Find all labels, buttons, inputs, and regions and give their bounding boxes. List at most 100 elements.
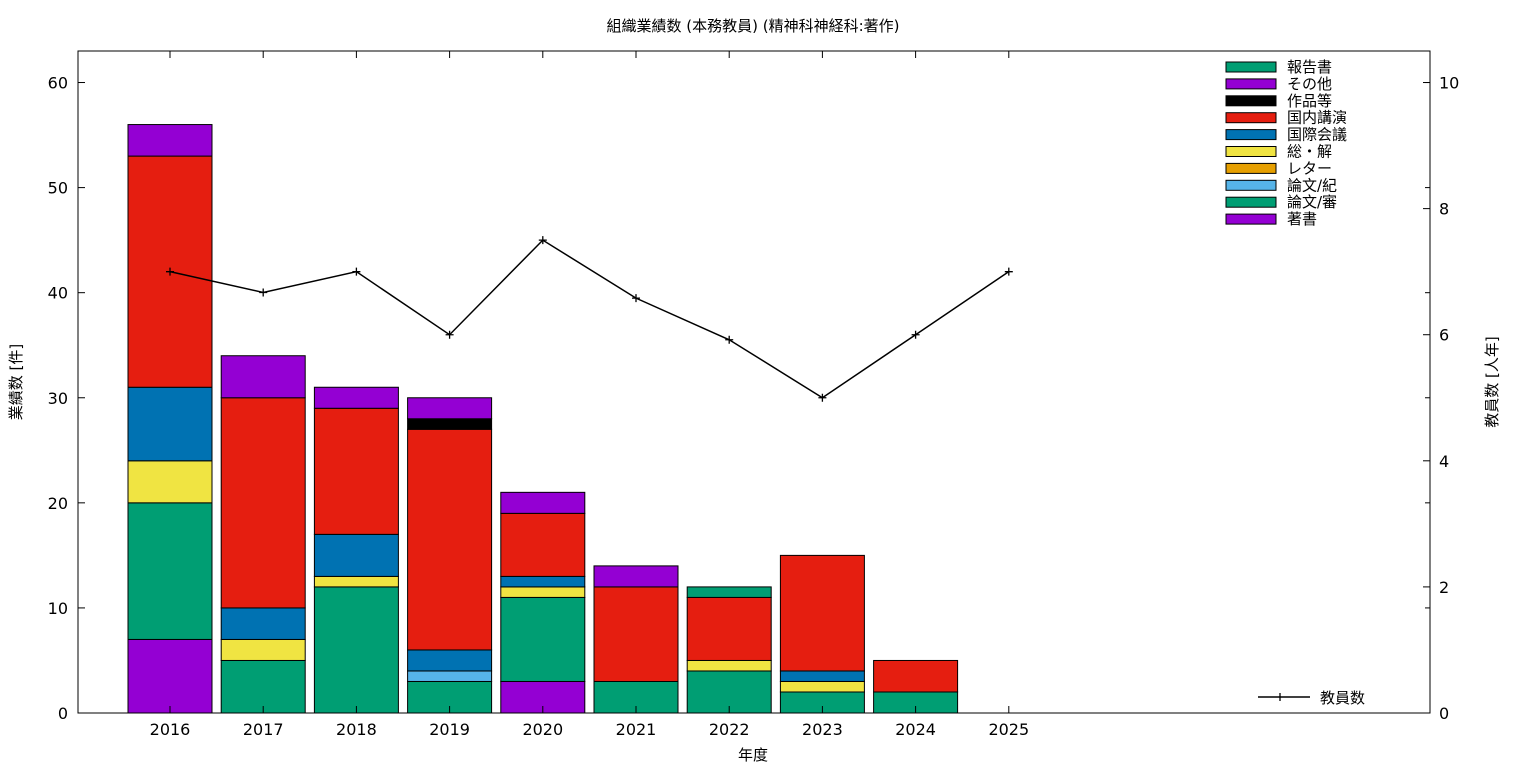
bar-segment-2017-6 xyxy=(220,397,306,609)
bar-segment-2023-5 xyxy=(779,670,865,682)
bar-segment-2021-8 xyxy=(593,565,679,588)
y2-tick-label-4: 4 xyxy=(1439,452,1449,471)
bar-segment-2020-6 xyxy=(500,512,586,577)
faculty-count-point-2020 xyxy=(538,236,547,245)
bar-segment-2020-5 xyxy=(500,575,586,588)
bar-segment-2017-1 xyxy=(220,659,306,714)
bar-segment-2019-7 xyxy=(407,418,493,430)
x-tick-label-2016: 2016 xyxy=(150,720,191,739)
bar-segment-2017-8 xyxy=(220,355,306,399)
bar-segment-2019-8 xyxy=(407,397,493,420)
y2-axis-label: 教員数 [人年] xyxy=(1483,336,1501,427)
bar-segment-2019-2 xyxy=(407,670,493,682)
legend-label-3: レター xyxy=(1287,159,1332,177)
bar-segment-2016-5 xyxy=(127,386,213,462)
bar-segment-2018-5 xyxy=(313,533,399,577)
bar-segment-2024-6 xyxy=(873,659,959,693)
x-tick-label-2023: 2023 xyxy=(802,720,843,739)
x-tick-label-2022: 2022 xyxy=(709,720,750,739)
bar-segment-2020-1 xyxy=(500,596,586,682)
legend-label-9: 報告書 xyxy=(1287,58,1332,76)
legend-swatch-0 xyxy=(1225,213,1277,225)
y2-axis: 0 2 4 6 8 10 xyxy=(1423,74,1459,723)
faculty-count-point-2023 xyxy=(818,393,827,402)
bar-segment-2019-5 xyxy=(407,649,493,672)
faculty-count-point-2017 xyxy=(259,288,268,297)
faculty-count-point-2021 xyxy=(632,294,640,303)
legend-label-7: 作品等 xyxy=(1287,92,1332,110)
y-tick-label-40: 40 xyxy=(48,284,68,303)
faculty-count-point-2024 xyxy=(911,330,920,339)
x-tick-label-2018: 2018 xyxy=(336,720,377,739)
plot-frame xyxy=(77,50,1431,714)
y-axis: 0 10 20 30 40 50 60 xyxy=(48,74,1430,723)
bar-segment-2018-1 xyxy=(313,586,399,714)
x-tick-label-2024: 2024 xyxy=(895,720,936,739)
x-tick-label-2020: 2020 xyxy=(522,720,563,739)
chart-title: 組織業績数 (本務教員) (精神科神経科:著作) xyxy=(607,17,900,35)
bar-segment-2021-6 xyxy=(593,586,679,682)
bar-segment-2020-4 xyxy=(500,586,586,598)
y2-tick-label-6: 6 xyxy=(1439,326,1449,345)
y2-tick-label-8: 8 xyxy=(1439,200,1449,219)
legend-swatch-9 xyxy=(1225,61,1277,73)
faculty-count-line xyxy=(169,239,1010,399)
y2-tick-label-0: 0 xyxy=(1439,704,1449,723)
bar-segment-2020-8 xyxy=(500,491,586,514)
bar-segment-2016-0 xyxy=(127,638,213,714)
bar-segment-2022-9 xyxy=(686,586,772,598)
y-tick-label-60: 60 xyxy=(48,74,68,93)
legend-label-5: 国際会議 xyxy=(1287,126,1347,144)
legend-label-0: 著書 xyxy=(1287,210,1317,228)
legend-label-4: 総・解 xyxy=(1287,143,1332,161)
x-axis-label: 年度 xyxy=(738,746,768,764)
line-legend: 教員数 xyxy=(1258,689,1365,707)
legend-swatch-2 xyxy=(1225,179,1277,191)
bar-segment-2016-4 xyxy=(127,460,213,504)
faculty-count-point-2016 xyxy=(166,267,174,276)
bar-segment-2018-4 xyxy=(313,575,399,588)
y-tick-label-0: 0 xyxy=(58,704,68,723)
bar-segment-2022-6 xyxy=(686,596,772,661)
bar-segment-2023-4 xyxy=(779,680,865,693)
legend-swatch-4 xyxy=(1225,146,1277,157)
bar-segment-2016-8 xyxy=(127,124,213,157)
legend-swatch-5 xyxy=(1225,129,1277,141)
line-legend-label: 教員数 xyxy=(1320,689,1365,707)
x-tick-label-2019: 2019 xyxy=(429,720,470,739)
x-tick-label-2025: 2025 xyxy=(988,720,1029,739)
bar-segment-2022-4 xyxy=(686,659,772,672)
line-layer xyxy=(166,236,1013,402)
y2-tick-label-2: 2 xyxy=(1439,578,1449,597)
x-tick-label-2017: 2017 xyxy=(243,720,284,739)
faculty-count-point-2019 xyxy=(445,330,454,339)
bar-segment-2019-6 xyxy=(407,428,493,651)
bar-segment-2018-8 xyxy=(313,386,399,409)
y-tick-label-30: 30 xyxy=(48,389,68,408)
y-tick-label-50: 50 xyxy=(48,179,68,198)
bar-segment-2017-4 xyxy=(220,638,306,661)
faculty-count-point-2022 xyxy=(725,335,734,344)
legend-swatch-3 xyxy=(1225,162,1277,174)
x-axis: 2016 2017 2018 2019 2020 2021 2022 2023 2024 2025 xyxy=(150,51,1029,739)
faculty-count-point-2025 xyxy=(1004,267,1013,276)
legend-label-8: その他 xyxy=(1287,75,1332,93)
legend-swatch-1 xyxy=(1225,196,1277,208)
legend-swatch-8 xyxy=(1225,78,1277,90)
legend-label-1: 論文/審 xyxy=(1287,193,1337,211)
x-tick-label-2021: 2021 xyxy=(616,720,657,739)
faculty-count-point-2018 xyxy=(352,267,361,276)
legend-swatch-6 xyxy=(1225,112,1277,124)
y2-tick-label-10: 10 xyxy=(1439,74,1459,93)
y-tick-label-20: 20 xyxy=(48,494,68,513)
y-tick-label-10: 10 xyxy=(48,599,68,618)
legend-swatch-7 xyxy=(1225,95,1277,107)
legend-label-6: 国内講演 xyxy=(1287,109,1347,127)
y-axis-label: 業績数 [件] xyxy=(7,344,25,420)
bar-segment-2018-6 xyxy=(313,407,399,535)
legend-label-2: 論文/紀 xyxy=(1287,176,1337,194)
bars-layer xyxy=(127,124,959,714)
